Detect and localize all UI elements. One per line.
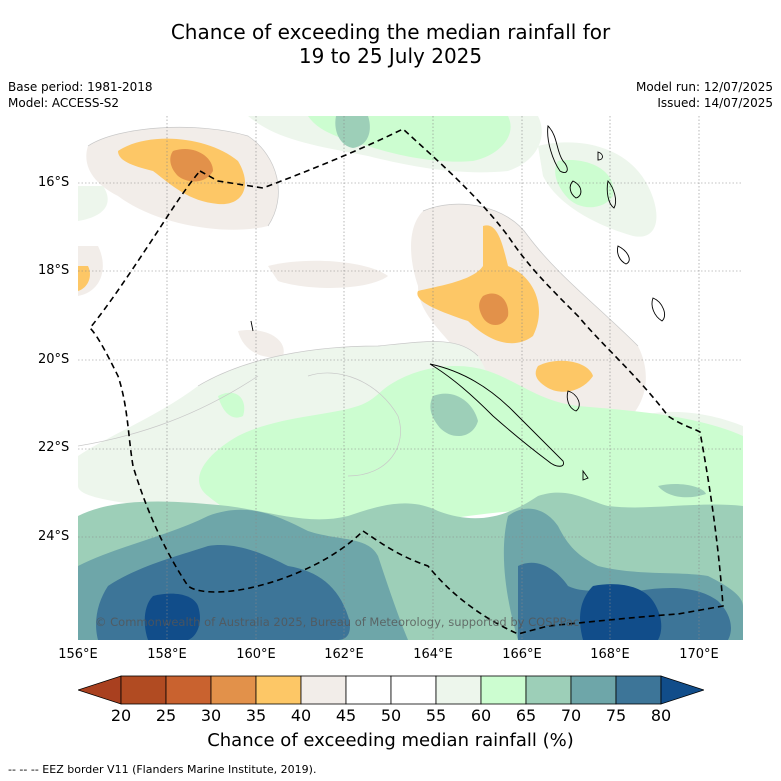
lon-label-164e: 164°E	[413, 647, 453, 662]
colorbar-tick-label: 55	[425, 706, 447, 725]
colorbar-label: Chance of exceeding median rainfall (%)	[207, 730, 574, 751]
colorbar-cell	[390, 675, 437, 705]
colorbar-tick-label: 25	[155, 706, 177, 725]
model-run-label: Model run: 12/07/2025	[635, 80, 773, 94]
lon-label-170e: 170°E	[679, 647, 719, 662]
colorbar-cell	[525, 675, 572, 705]
eez-legend: -- -- -- EEZ border V11 (Flanders Marine…	[8, 763, 317, 776]
colorbar-cell	[210, 675, 257, 705]
colorbar-cell	[435, 675, 482, 705]
lat-label-16s: 16°S	[38, 175, 70, 190]
colorbar-cell	[120, 675, 167, 705]
map-title-line1: Chance of exceeding the median rainfall …	[170, 20, 611, 44]
colorbar-tick-label: 45	[335, 706, 357, 725]
colorbar-tick-label: 75	[605, 706, 627, 725]
above-median-80-region	[144, 584, 662, 640]
colorbar-cell	[570, 675, 617, 705]
map-title-line2: 19 to 25 July 2025	[298, 44, 483, 68]
lat-label-22s: 22°S	[38, 440, 70, 455]
issued-label: Issued: 14/07/2025	[657, 96, 773, 110]
colorbar-tick-label: 80	[650, 706, 672, 725]
eez-border	[88, 128, 724, 635]
colorbar-tick-label: 35	[245, 706, 267, 725]
lat-label-24s: 24°S	[38, 529, 70, 544]
colorbar-tick-label: 60	[470, 706, 492, 725]
lon-label-160e: 160°E	[236, 647, 276, 662]
colorbar-tick-label: 30	[200, 706, 222, 725]
colorbar-tick-label: 20	[110, 706, 132, 725]
colorbar-cell	[300, 675, 347, 705]
base-period-label: Base period: 1981-2018	[8, 80, 153, 94]
lat-label-20s: 20°S	[38, 352, 70, 367]
lon-label-162e: 162°E	[324, 647, 364, 662]
colorbar-tick-label: 40	[290, 706, 312, 725]
lat-label-18s: 18°S	[38, 263, 70, 278]
colorbar-extend-low	[78, 675, 122, 705]
colorbar-cell	[345, 675, 392, 705]
colorbar-tick-label: 70	[560, 706, 582, 725]
colorbar-tick-label: 65	[515, 706, 537, 725]
rainfall-map: © Commonwealth of Australia 2025, Bureau…	[78, 116, 743, 640]
colorbar-cell	[165, 675, 212, 705]
below-median-30-region	[170, 148, 509, 325]
colorbar-tick-label: 50	[380, 706, 402, 725]
lon-label-168e: 168°E	[590, 647, 630, 662]
colorbar-extend-high	[660, 675, 704, 705]
model-label: Model: ACCESS-S2	[8, 96, 120, 110]
lon-label-166e: 166°E	[502, 647, 542, 662]
colorbar	[78, 675, 704, 705]
lon-label-158e: 158°E	[147, 647, 187, 662]
copyright-text: © Commonwealth of Australia 2025, Bureau…	[95, 615, 579, 629]
colorbar-cell	[615, 675, 662, 705]
colorbar-cell	[480, 675, 527, 705]
lon-label-156e: 156°E	[58, 647, 98, 662]
colorbar-cell	[255, 675, 302, 705]
coastlines	[250, 125, 665, 481]
